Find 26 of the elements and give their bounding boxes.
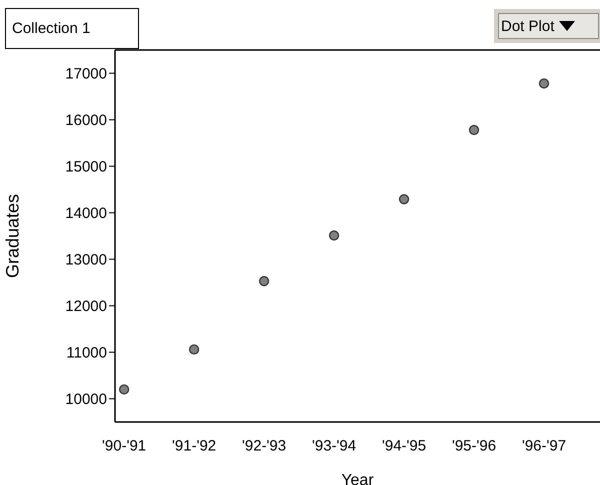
point xyxy=(188,344,200,355)
chart-title: Collection 1 xyxy=(5,8,139,49)
y-tick-label: 11000 xyxy=(66,344,107,362)
dropdown-field: Dot Plot xyxy=(494,9,600,43)
x-axis-title: Year xyxy=(341,472,374,485)
y-tick-label: 14000 xyxy=(65,205,107,222)
x-tick-label: '95-'96 xyxy=(452,438,496,455)
x-tick-label: '96-'97 xyxy=(522,438,566,455)
point xyxy=(328,230,340,241)
y-tick-label: 15000 xyxy=(65,158,107,176)
point xyxy=(119,384,130,395)
y-tick-label: 10000 xyxy=(65,391,107,408)
x-tick-label: '92-'93 xyxy=(242,438,286,455)
y-tick-label: 17000 xyxy=(65,66,107,83)
x-tick-label: '91-'92 xyxy=(172,438,216,455)
y-tick-label: 12000 xyxy=(65,298,107,316)
x-tick-label: '94-'95 xyxy=(382,438,426,455)
x-tick-label: '90-'91 xyxy=(102,438,146,455)
point xyxy=(398,194,410,204)
point xyxy=(538,78,550,89)
point xyxy=(258,276,270,286)
point xyxy=(468,124,480,136)
y-tick-label: 16000 xyxy=(65,112,107,130)
x-tick-label: '93-'94 xyxy=(312,438,356,455)
y-tick-label: 13000 xyxy=(65,252,107,269)
y-axis-title: Graduates xyxy=(2,194,22,278)
